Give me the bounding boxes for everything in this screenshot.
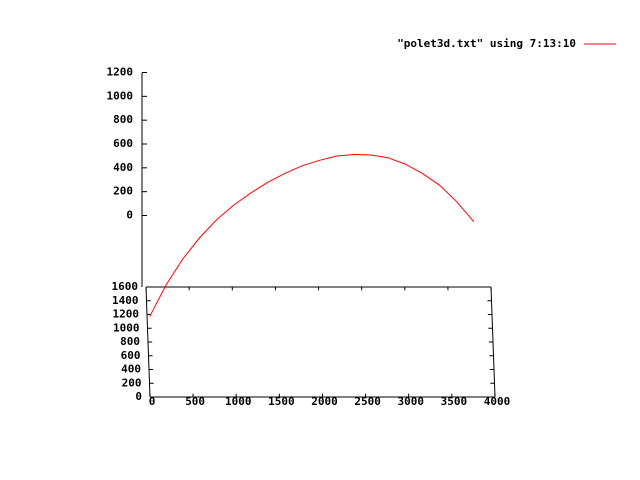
legend-label: "polet3d.txt" using 7:13:10	[397, 37, 576, 50]
z-tick-label: 400	[113, 161, 133, 174]
z-tick-label: 200	[113, 185, 133, 198]
z-tick-label: 800	[113, 113, 133, 126]
y-tick-label: 0	[135, 390, 142, 403]
x-tick-label: 0	[149, 395, 156, 408]
x-tick-label: 3500	[441, 395, 468, 408]
x-tick-label: 500	[185, 395, 205, 408]
z-tick-label: 1200	[107, 66, 134, 79]
x-tick-label: 2000	[311, 395, 338, 408]
y-tick-label: 200	[122, 376, 142, 389]
x-tick-label: 4000	[484, 395, 511, 408]
x-tick-label: 3000	[398, 395, 425, 408]
y-tick-label: 600	[121, 349, 141, 362]
y-tick-label: 400	[121, 363, 141, 376]
z-tick-label: 1000	[107, 89, 134, 102]
data-line	[149, 153, 475, 317]
y-tick-label: 1200	[113, 308, 140, 321]
y-tick-label: 1400	[112, 294, 139, 307]
x-tick-label: 1500	[268, 395, 295, 408]
x-tick-label: 2500	[354, 395, 381, 408]
x-tick-label: 1000	[225, 395, 252, 408]
y-tick-label: 1600	[112, 280, 139, 293]
z-tick-label: 0	[126, 209, 133, 222]
y-tick-label: 1000	[113, 321, 140, 334]
y-tick-label: 800	[120, 335, 140, 348]
z-tick-label: 600	[113, 137, 133, 150]
